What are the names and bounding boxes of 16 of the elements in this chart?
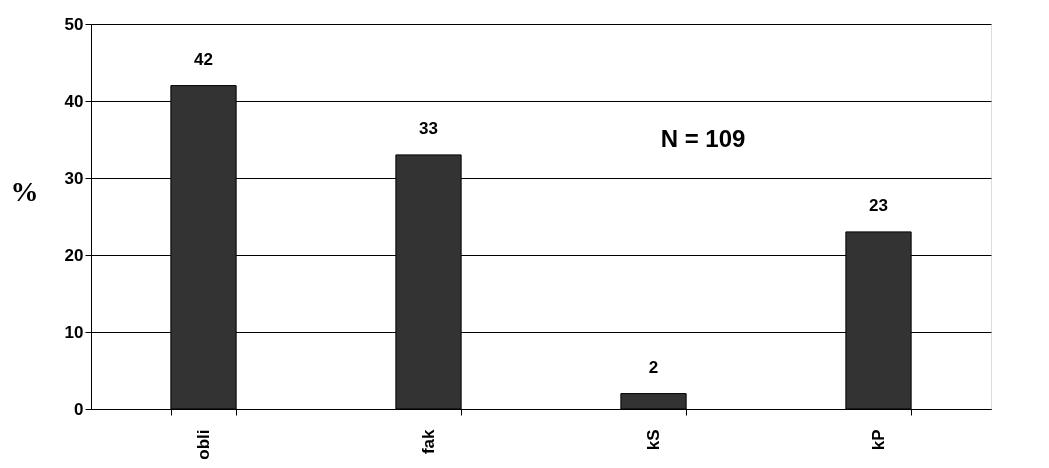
- x-tick-label: fak: [419, 428, 438, 455]
- y-tick-label: 30: [64, 168, 84, 188]
- y-tick-label: 50: [64, 14, 84, 34]
- y-axis-title: %: [10, 176, 39, 207]
- data-label: 33: [419, 118, 438, 138]
- data-label: 2: [648, 357, 659, 377]
- data-label: 23: [869, 195, 888, 215]
- y-tick-label: 20: [64, 245, 84, 265]
- y-tick-label: 40: [64, 91, 84, 111]
- x-tick-label: kP: [869, 429, 888, 451]
- data-label: 42: [194, 49, 213, 69]
- y-tick-label: 10: [64, 322, 84, 342]
- annotation: N = 109: [660, 124, 746, 152]
- x-tick-label: obli: [194, 429, 213, 460]
- x-tick-label: kS: [644, 429, 663, 451]
- y-tick-label: 0: [74, 399, 84, 419]
